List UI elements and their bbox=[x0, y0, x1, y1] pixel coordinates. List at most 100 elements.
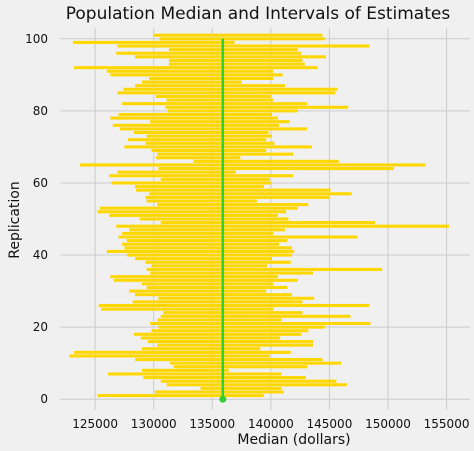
x-tick-label: 135000 bbox=[189, 417, 235, 431]
interval-bar bbox=[79, 163, 426, 167]
interval-bar bbox=[153, 33, 323, 37]
interval-bar bbox=[116, 51, 302, 55]
interval-bar bbox=[110, 275, 278, 279]
interval-bar bbox=[158, 296, 315, 300]
interval-bar bbox=[157, 203, 309, 207]
interval-bar bbox=[122, 242, 280, 246]
x-tick-label: 125000 bbox=[72, 417, 118, 431]
interval-bar bbox=[139, 217, 289, 221]
interval-bar bbox=[106, 69, 274, 73]
interval-bar bbox=[127, 138, 267, 142]
interval-bar bbox=[157, 318, 282, 322]
interval-bar bbox=[117, 44, 370, 48]
y-tick-label: 40 bbox=[33, 248, 48, 262]
y-tick-label: 60 bbox=[33, 176, 48, 190]
interval-bar bbox=[157, 343, 314, 347]
interval-bar bbox=[151, 148, 267, 153]
interval-bar bbox=[112, 123, 280, 127]
interval-bar bbox=[74, 66, 318, 70]
interval-bar bbox=[146, 285, 288, 290]
interval-bar bbox=[132, 300, 303, 304]
interval-bar bbox=[150, 321, 371, 326]
interval-bar bbox=[156, 94, 271, 99]
interval-bar bbox=[146, 134, 273, 138]
interval-bar bbox=[129, 228, 285, 232]
interval-bar bbox=[156, 156, 241, 160]
interval-bar bbox=[149, 76, 274, 80]
intervals bbox=[69, 33, 449, 398]
interval-bar bbox=[134, 358, 323, 362]
interval-bar bbox=[145, 260, 291, 264]
interval-bar bbox=[123, 87, 338, 91]
interval-bar bbox=[134, 257, 273, 261]
interval-bar bbox=[146, 199, 257, 203]
x-tick-label: 145000 bbox=[307, 417, 353, 431]
interval-bar bbox=[170, 361, 342, 365]
x-tick-label: 130000 bbox=[131, 417, 177, 431]
interval-bar bbox=[142, 282, 274, 286]
interval-bar bbox=[124, 246, 292, 250]
y-tick-label: 80 bbox=[33, 104, 48, 118]
interval-bar bbox=[113, 278, 298, 282]
interval-bar bbox=[129, 289, 267, 293]
interval-bar bbox=[133, 130, 269, 135]
interval-bar bbox=[147, 339, 314, 344]
interval-bar bbox=[119, 127, 308, 131]
interval-bar bbox=[160, 314, 351, 318]
interval-bar bbox=[200, 386, 282, 390]
interval-bar bbox=[150, 271, 314, 275]
x-tick-labels: 125000 130000 135000 140000 145000 150000 1550… bbox=[72, 417, 469, 431]
interval-bar bbox=[151, 264, 268, 268]
interval-bar bbox=[157, 152, 294, 156]
interval-bar bbox=[150, 120, 290, 124]
interval-bar bbox=[98, 303, 370, 308]
population-median-point bbox=[219, 395, 227, 403]
interval-bar bbox=[167, 109, 298, 113]
interval-bar bbox=[168, 62, 305, 66]
x-tick-label: 150000 bbox=[365, 417, 411, 431]
interval-bar bbox=[72, 40, 235, 44]
interval-bar bbox=[118, 235, 358, 239]
interval-bar bbox=[146, 267, 383, 271]
interval-bar bbox=[168, 58, 303, 62]
y-tick-label: 20 bbox=[33, 320, 48, 334]
interval-bar bbox=[145, 141, 275, 145]
interval-bar bbox=[122, 231, 274, 235]
interval-bar bbox=[74, 350, 291, 354]
interval-bar bbox=[160, 221, 376, 225]
interval-bar bbox=[134, 185, 264, 189]
interval-bar bbox=[122, 102, 308, 106]
x-tick-label: 140000 bbox=[248, 417, 294, 431]
interval-bar bbox=[158, 167, 394, 171]
interval-bar bbox=[140, 336, 281, 340]
interval-bar bbox=[108, 372, 282, 376]
interval-bar bbox=[134, 84, 285, 88]
interval-bar bbox=[158, 325, 325, 329]
interval-bar bbox=[168, 48, 298, 52]
y-axis-label: Replication bbox=[7, 181, 23, 258]
x-axis-label: Median (dollars) bbox=[237, 432, 350, 448]
interval-bar bbox=[117, 91, 336, 95]
interval-bar bbox=[166, 98, 274, 102]
interval-bar bbox=[134, 55, 326, 59]
interval-bar bbox=[109, 213, 278, 217]
interval-bar bbox=[160, 379, 337, 383]
interval-bar bbox=[126, 239, 288, 243]
interval-bar bbox=[173, 365, 308, 369]
interval-bar bbox=[149, 192, 352, 196]
interval-bar bbox=[109, 174, 294, 178]
interval-bar bbox=[151, 329, 309, 333]
interval-bar bbox=[133, 332, 302, 336]
interval-bar bbox=[142, 80, 242, 84]
interval-bar bbox=[166, 383, 347, 387]
y-tick-label: 100 bbox=[25, 32, 48, 46]
interval-bar bbox=[110, 73, 283, 77]
interval-bar bbox=[193, 159, 339, 163]
interval-bar bbox=[142, 368, 229, 372]
interval-bar bbox=[159, 37, 325, 41]
interval-bar bbox=[117, 170, 236, 174]
interval-bar bbox=[116, 224, 449, 228]
interval-bar bbox=[111, 181, 271, 185]
interval-bar bbox=[69, 354, 270, 358]
